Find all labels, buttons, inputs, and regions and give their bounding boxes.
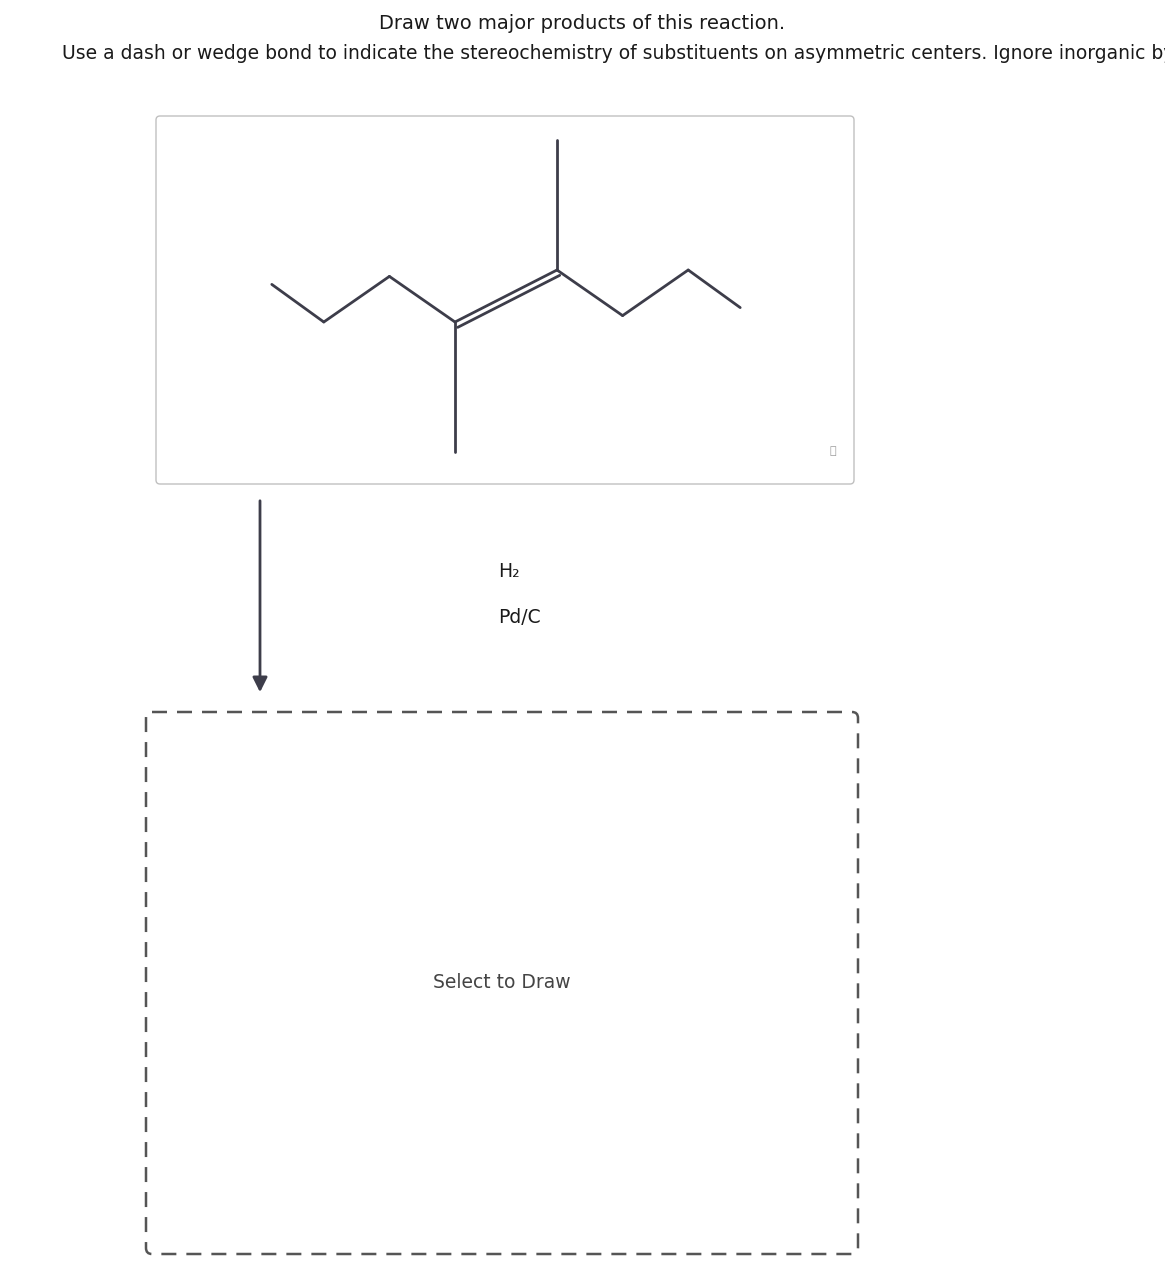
FancyBboxPatch shape xyxy=(146,712,857,1254)
Text: Use a dash or wedge bond to indicate the stereochemistry of substituents on asym: Use a dash or wedge bond to indicate the… xyxy=(62,44,1165,63)
Text: Pd/C: Pd/C xyxy=(497,608,541,627)
Text: H₂: H₂ xyxy=(497,562,520,581)
Text: 🔍: 🔍 xyxy=(829,445,836,456)
Text: Draw two major products of this reaction.: Draw two major products of this reaction… xyxy=(380,14,785,33)
Text: Select to Draw: Select to Draw xyxy=(433,974,571,992)
FancyBboxPatch shape xyxy=(156,116,854,484)
